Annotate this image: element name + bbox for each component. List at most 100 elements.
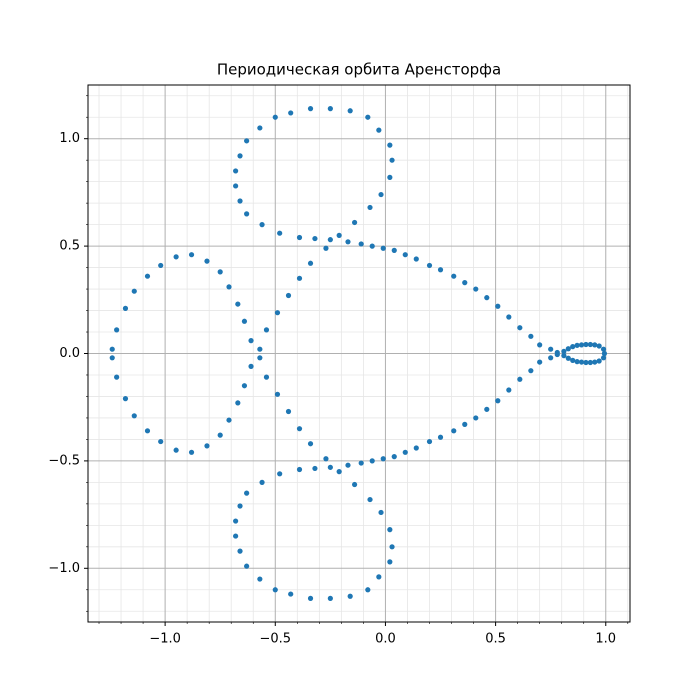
point: [426, 262, 433, 269]
point: [592, 359, 598, 365]
point: [244, 563, 250, 569]
point: [583, 341, 589, 348]
point: [565, 355, 571, 361]
x-tick-label: 0.5: [485, 632, 506, 647]
point: [241, 318, 248, 324]
point: [389, 544, 395, 550]
point: [237, 153, 243, 159]
plot-frame: [87, 84, 631, 623]
point: [601, 350, 608, 357]
point: [241, 383, 248, 389]
point: [451, 273, 457, 279]
point: [248, 363, 254, 369]
point: [204, 443, 210, 449]
point: [237, 503, 243, 509]
x-tick-label: 0.0: [375, 632, 396, 647]
point: [367, 496, 373, 503]
point: [369, 458, 375, 464]
point: [131, 288, 137, 294]
point: [327, 595, 333, 601]
point: [233, 533, 239, 539]
point: [248, 338, 254, 344]
point: [244, 211, 250, 217]
point: [307, 441, 314, 447]
point: [257, 576, 263, 582]
point: [473, 286, 479, 292]
point: [583, 359, 589, 366]
point: [387, 142, 393, 148]
point: [351, 481, 358, 488]
point: [345, 462, 351, 468]
point: [391, 247, 397, 253]
point: [109, 355, 115, 361]
point: [114, 327, 120, 333]
point: [327, 106, 333, 112]
point: [376, 127, 382, 133]
point: [188, 449, 195, 455]
point: [235, 400, 241, 406]
point: [226, 284, 232, 290]
point: [578, 342, 585, 348]
point: [327, 237, 333, 243]
point: [554, 351, 560, 358]
point: [528, 333, 534, 339]
point: [537, 342, 543, 348]
point: [204, 258, 210, 264]
point: [217, 269, 223, 275]
point: [173, 254, 179, 260]
point: [351, 219, 358, 226]
point: [548, 346, 554, 352]
point: [296, 275, 303, 281]
point: [380, 245, 386, 251]
point: [426, 438, 433, 445]
point: [517, 325, 523, 331]
point: [387, 559, 393, 565]
point: [233, 518, 239, 524]
point: [596, 343, 602, 349]
point: [158, 438, 164, 445]
point: [285, 292, 292, 299]
point: [413, 256, 419, 262]
y-tick-label: −1.0: [48, 561, 80, 576]
point: [235, 301, 241, 307]
point: [565, 346, 571, 352]
point: [237, 548, 243, 554]
x-tick-label: 1.0: [595, 632, 616, 647]
point: [358, 241, 364, 247]
point: [144, 428, 151, 434]
chart-title: Периодическая орбита Аренсторфа: [217, 61, 501, 79]
point: [358, 460, 364, 466]
point: [272, 114, 278, 120]
point: [336, 232, 342, 238]
point: [312, 235, 318, 242]
y-tick-label: 0.5: [59, 239, 80, 254]
point: [462, 421, 468, 427]
point: [237, 198, 243, 204]
point: [244, 138, 250, 144]
point: [376, 574, 382, 580]
point: [347, 593, 353, 599]
point: [367, 204, 373, 211]
point: [285, 408, 292, 415]
point: [495, 303, 501, 309]
point: [158, 262, 164, 269]
point: [369, 243, 375, 249]
point: [259, 222, 265, 228]
point: [226, 417, 232, 423]
point: [288, 110, 294, 116]
point: [402, 449, 408, 455]
point: [462, 280, 468, 286]
point: [345, 239, 351, 245]
point: [233, 183, 239, 189]
point: [473, 415, 479, 421]
point: [347, 108, 353, 114]
point: [365, 587, 371, 593]
point: [561, 353, 567, 359]
point: [244, 490, 250, 496]
point: [327, 464, 333, 470]
point: [574, 342, 580, 348]
point: [307, 595, 314, 601]
point: [274, 310, 281, 316]
